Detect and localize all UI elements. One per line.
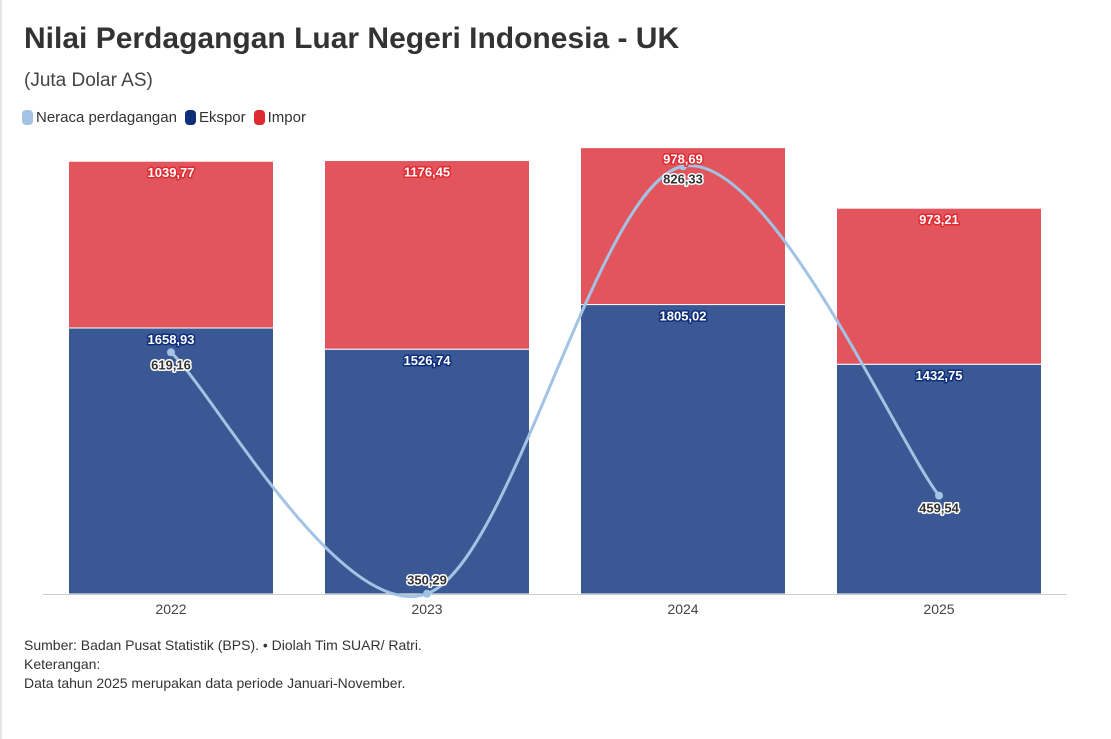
legend-swatch-neraca: [22, 110, 33, 125]
bar-impor: [68, 160, 274, 329]
legend-label-ekspor: Ekspor: [198, 109, 246, 126]
note-text: Data tahun 2025 merupakan data periode J…: [24, 675, 406, 691]
point-neraca: [679, 162, 687, 171]
data-label-ekspor: 1805,02: [660, 309, 707, 324]
data-label-neraca: 459,54: [919, 501, 960, 516]
data-label-neraca: 826,33: [663, 171, 703, 186]
line-neraca: [169, 164, 941, 598]
note-label: Keterangan:: [24, 656, 101, 672]
legend-item-neraca[interactable]: Neraca perdagangan: [22, 109, 177, 126]
data-label-ekspor: 1526,74: [404, 353, 452, 368]
legend-label-neraca: Neraca perdagangan: [36, 109, 177, 126]
data-label-ekspor: 1432,75: [916, 368, 963, 383]
point-neraca: [423, 589, 431, 598]
data-label-impor: 973,21: [919, 212, 959, 227]
source-text: Sumber: Badan Pusat Statistik (BPS). • D…: [24, 637, 422, 653]
data-label-impor: 1039,77: [148, 165, 195, 180]
legend-item-impor[interactable]: Impor: [253, 109, 306, 126]
legend-label-impor: Impor: [267, 109, 306, 126]
data-label-impor: 1176,45: [404, 165, 450, 180]
bar-impor: [324, 160, 530, 350]
legend: Neraca perdagangan Ekspor Impor: [22, 109, 306, 126]
point-neraca: [167, 348, 175, 357]
legend-swatch-impor: [253, 110, 265, 125]
x-tick-label: 2025: [923, 601, 954, 617]
x-tick-label: 2024: [667, 601, 698, 617]
legend-item-ekspor[interactable]: Ekspor: [184, 109, 246, 126]
point-neraca: [935, 491, 943, 500]
bar-ekspor: [324, 348, 530, 595]
left-border: [0, 0, 2, 739]
data-label-ekspor: 1658,93: [148, 332, 195, 347]
x-tick-label: 2023: [411, 601, 442, 617]
data-label-neraca: 619,16: [151, 357, 191, 372]
chart-title: Nilai Perdagangan Luar Negeri Indonesia …: [24, 22, 680, 55]
legend-swatch-ekspor: [184, 110, 196, 125]
bar-ekspor: [68, 327, 274, 595]
bar-ekspor: [836, 363, 1042, 595]
data-label-impor: 978,69: [663, 152, 703, 167]
bar-ekspor: [580, 304, 786, 595]
bar-impor: [580, 147, 786, 306]
x-tick-label: 2022: [155, 601, 186, 617]
footer: Sumber: Badan Pusat Statistik (BPS). • D…: [24, 636, 422, 693]
chart-subtitle: (Juta Dolar AS): [24, 70, 153, 91]
data-label-neraca: 350,29: [407, 573, 447, 588]
bar-impor: [836, 207, 1042, 365]
